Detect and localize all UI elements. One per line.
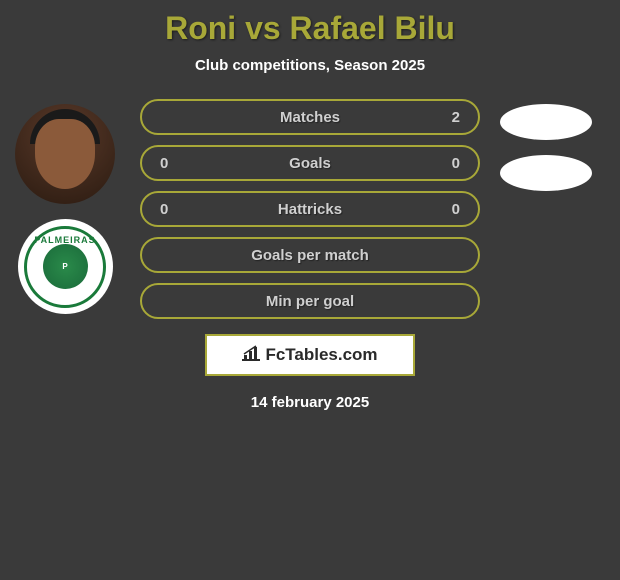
page-title: Roni vs Rafael Bilu bbox=[165, 10, 455, 47]
team-badge-text: PALMEIRAS bbox=[34, 235, 95, 245]
stat-label: Goals bbox=[289, 155, 331, 172]
stat-value-right: 0 bbox=[430, 201, 460, 218]
content-area: PALMEIRAS P Matches 2 0 Goals 0 0 Hattricks 0 Go… bbox=[0, 99, 620, 319]
chart-icon bbox=[242, 345, 260, 366]
stat-value-left: 0 bbox=[160, 201, 190, 218]
player-avatar bbox=[15, 104, 115, 204]
stats-column: Matches 2 0 Goals 0 0 Hattricks 0 Goals per matc… bbox=[130, 99, 490, 319]
stat-label: Hattricks bbox=[278, 201, 342, 218]
blob-shape bbox=[500, 155, 592, 191]
logo-box: FcTables.com bbox=[205, 334, 415, 376]
stat-value-left: 0 bbox=[160, 155, 190, 172]
date-text: 14 february 2025 bbox=[251, 394, 369, 411]
stat-label: Goals per match bbox=[251, 247, 369, 264]
stat-bar: Min per goal bbox=[140, 283, 480, 319]
team-badge-center: P bbox=[43, 244, 88, 289]
logo-text: FcTables.com bbox=[265, 345, 377, 365]
stat-bar: 0 Goals 0 bbox=[140, 145, 480, 181]
stat-label: Min per goal bbox=[266, 293, 354, 310]
stat-label: Matches bbox=[280, 109, 340, 126]
left-column: PALMEIRAS P bbox=[10, 99, 120, 314]
stat-bar: Matches 2 bbox=[140, 99, 480, 135]
stat-bar: 0 Hattricks 0 bbox=[140, 191, 480, 227]
subtitle: Club competitions, Season 2025 bbox=[195, 57, 425, 74]
blob-shape bbox=[500, 104, 592, 140]
stat-value-right: 0 bbox=[430, 155, 460, 172]
team-badge: PALMEIRAS P bbox=[18, 219, 113, 314]
stat-value-right: 2 bbox=[430, 109, 460, 126]
right-column bbox=[500, 99, 610, 191]
stat-bar: Goals per match bbox=[140, 237, 480, 273]
